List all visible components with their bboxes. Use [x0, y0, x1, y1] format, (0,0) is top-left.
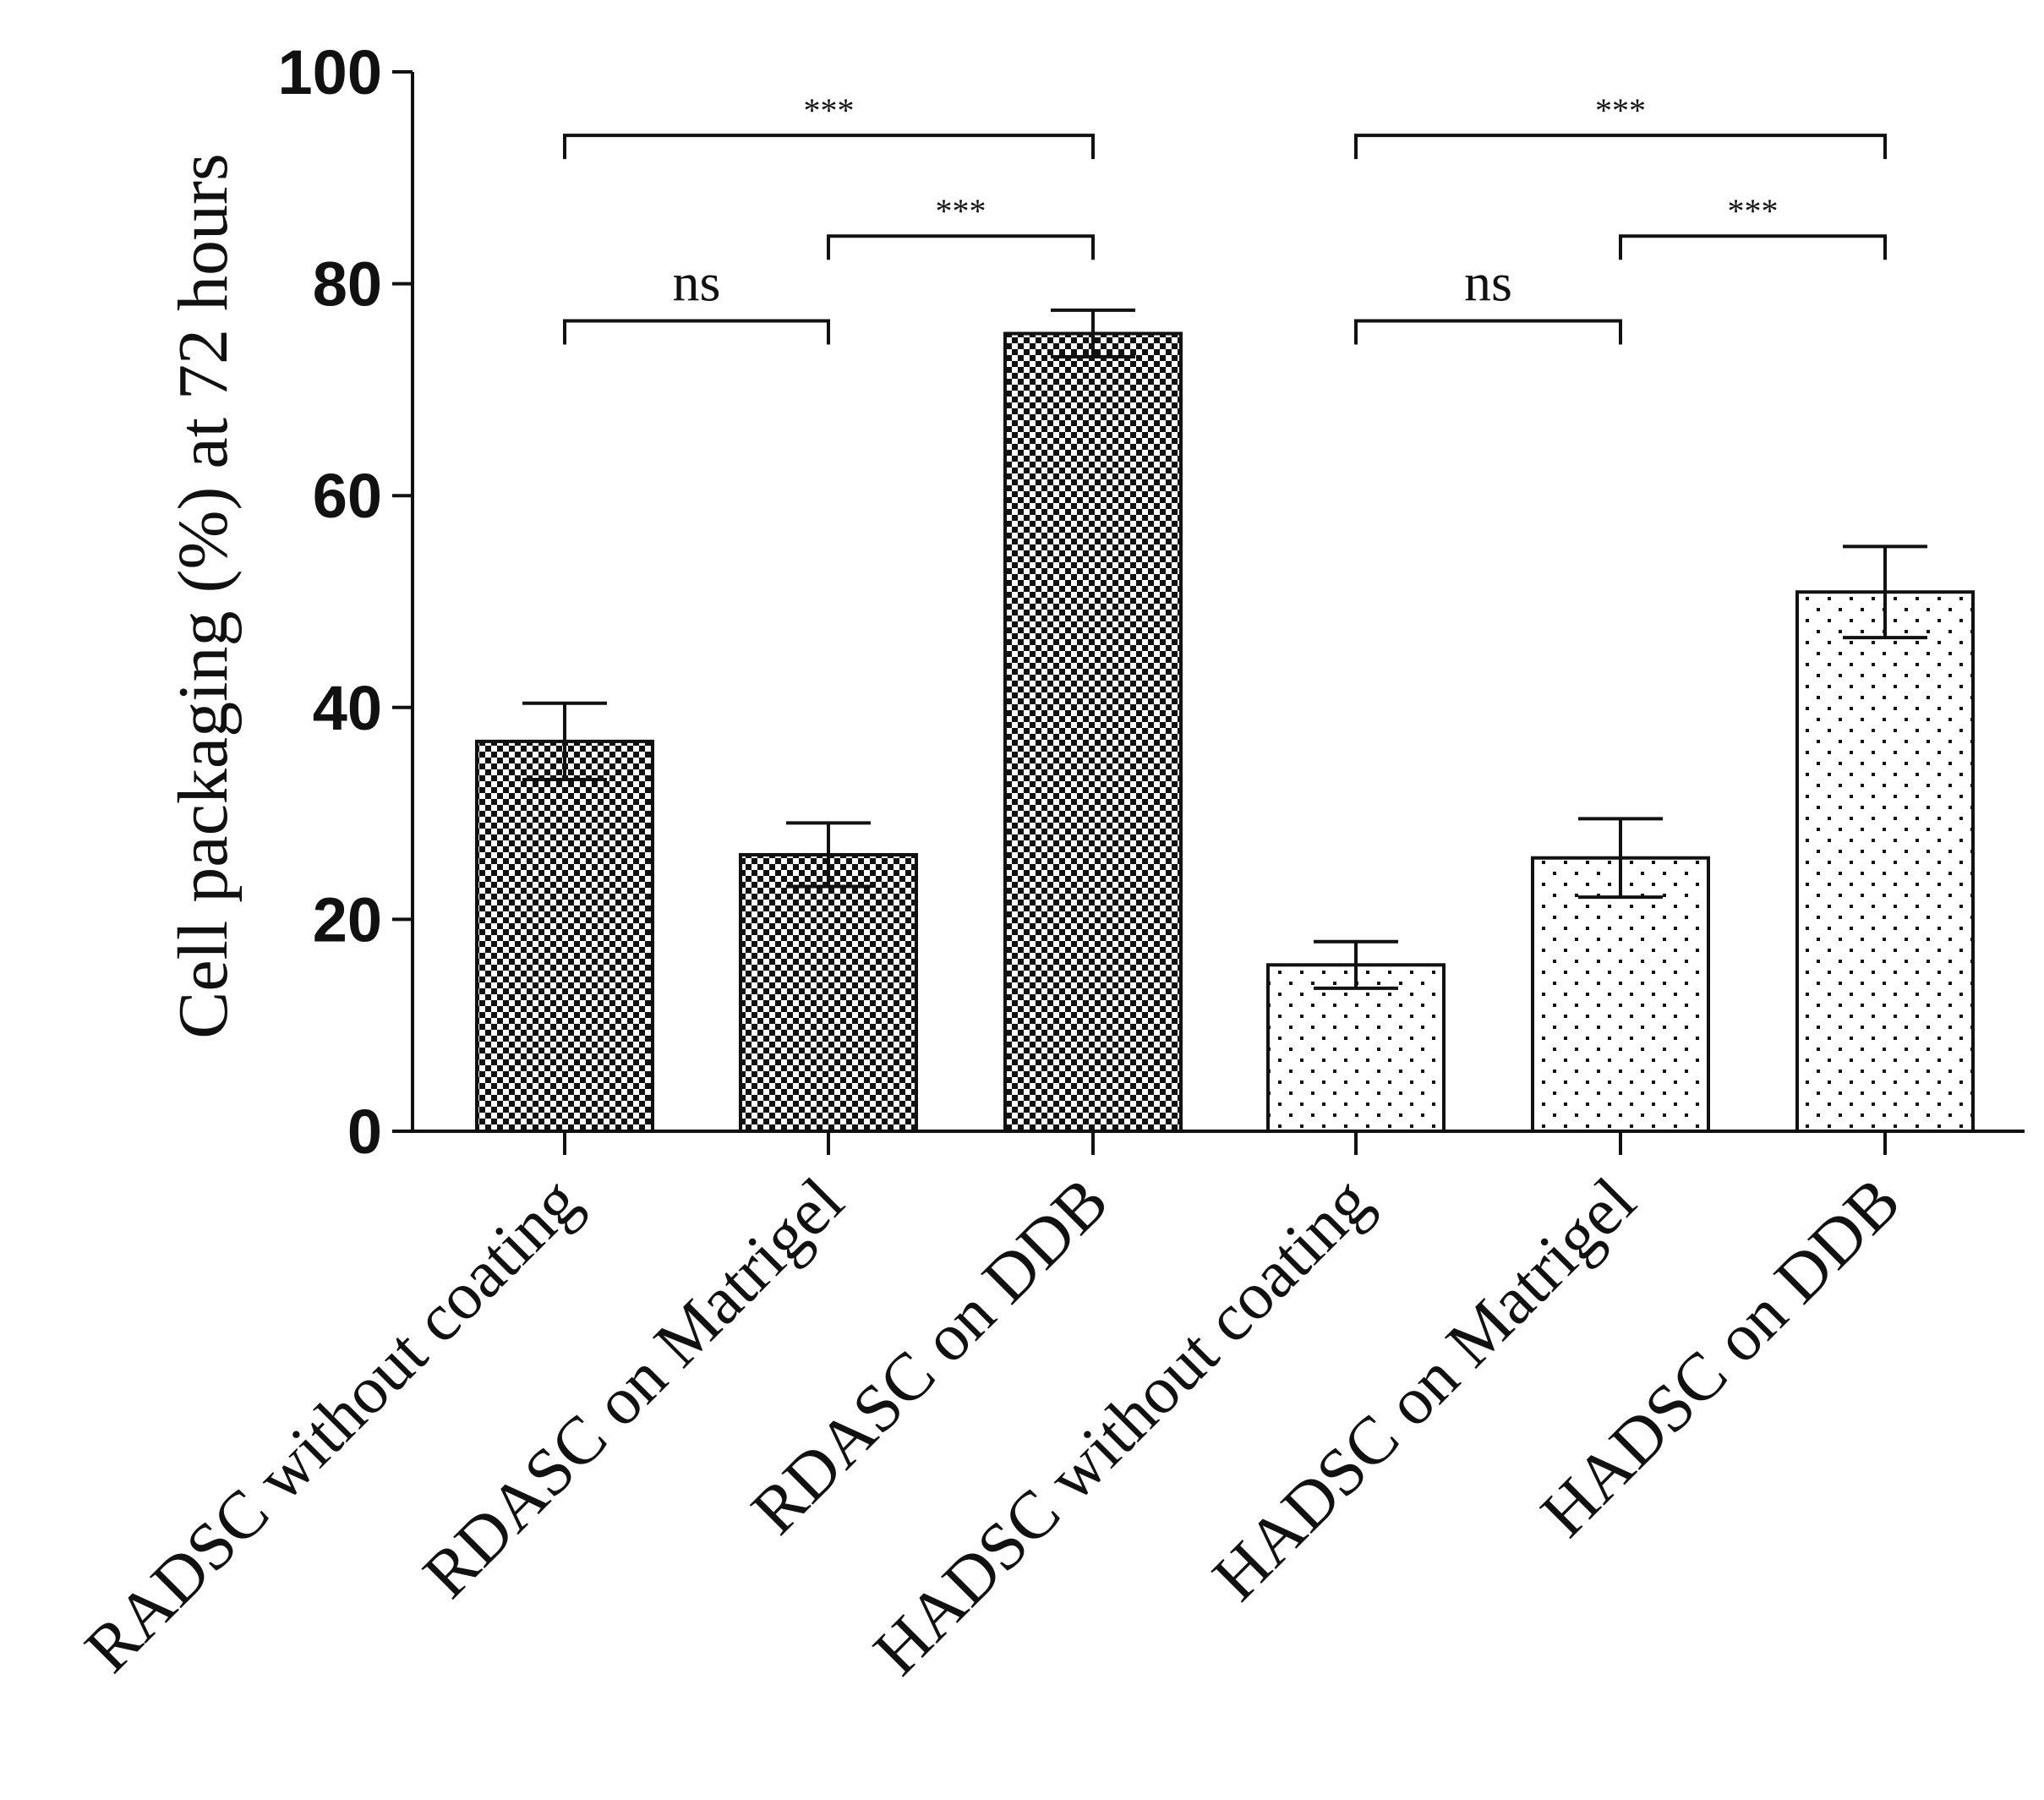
bar-2	[739, 852, 918, 1133]
significance-bracket-6	[1354, 134, 1887, 160]
significance-brackets: ns *** *** ns *** ***	[563, 91, 1887, 345]
bar-3	[1003, 331, 1183, 1133]
significance-label-3: ***	[804, 91, 855, 129]
y-tick-label-20: 20	[313, 884, 382, 955]
significance-bracket-2	[827, 234, 1095, 260]
significance-bracket-1	[563, 319, 830, 345]
bar-1	[475, 739, 654, 1133]
y-axis: 0 20 40 60 80 100	[278, 37, 414, 1167]
x-category-label-1: RADSC without coating	[71, 1164, 593, 1687]
y-tick-label-0: 0	[347, 1097, 382, 1167]
error-bars-group	[522, 308, 1927, 990]
y-axis-title: Cell packaging (%) at 72 hours	[164, 153, 243, 1038]
significance-bracket-4	[1354, 319, 1622, 345]
bar-6	[1795, 590, 1975, 1133]
x-category-label-4: HADSC without coating	[860, 1164, 1385, 1690]
significance-label-5: ***	[1728, 192, 1779, 230]
bar-5	[1531, 856, 1710, 1133]
y-tick-label-40: 40	[313, 673, 382, 743]
y-tick-label-80: 80	[313, 249, 382, 320]
significance-label-4: ns	[1464, 252, 1512, 312]
axis-labels: Cell packaging (%) at 72 hours	[164, 153, 243, 1038]
significance-bracket-5	[1619, 234, 1887, 260]
y-tick-label-100: 100	[278, 37, 382, 107]
significance-label-1: ns	[673, 252, 721, 312]
significance-bracket-3	[563, 134, 1095, 160]
y-tick-label-60: 60	[313, 461, 382, 531]
bars-group	[475, 331, 1975, 1134]
significance-label-6: ***	[1595, 91, 1646, 129]
significance-label-2: ***	[936, 192, 986, 230]
